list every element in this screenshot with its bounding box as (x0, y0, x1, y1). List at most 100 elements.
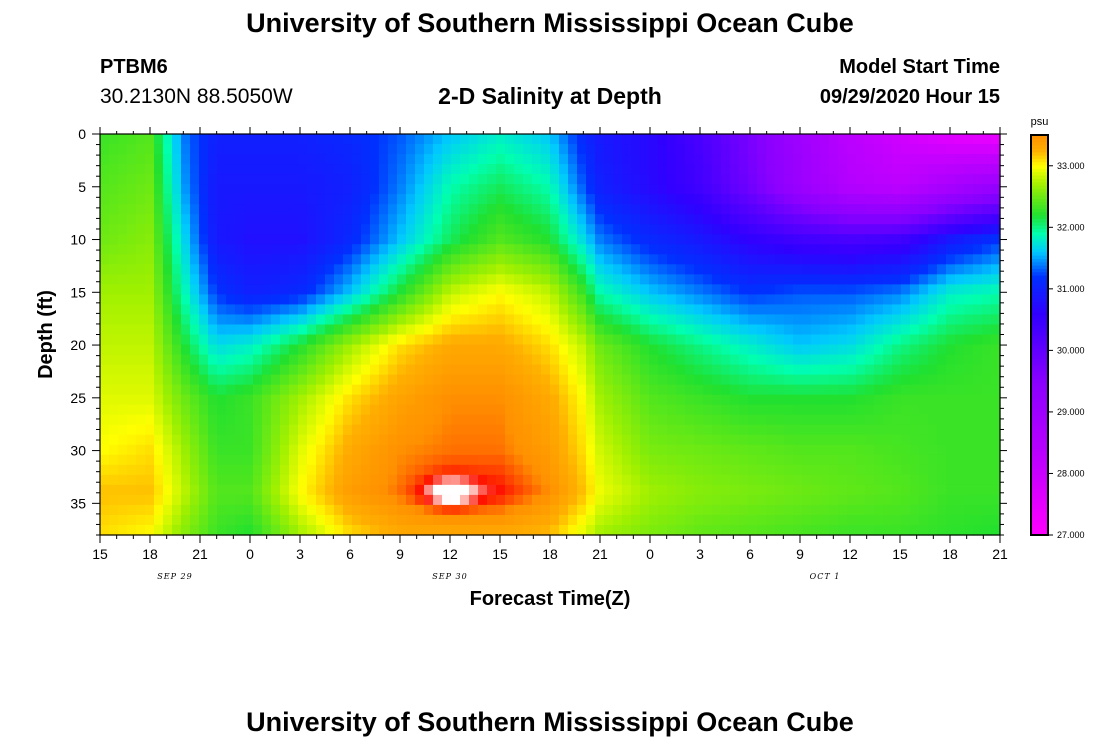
heatmap-cell (127, 214, 137, 225)
heatmap-cell (748, 484, 758, 496)
heatmap-cell (208, 324, 218, 336)
heatmap-cell (568, 164, 578, 175)
heatmap-cell (442, 484, 452, 496)
heatmap-cell (784, 274, 794, 285)
heatmap-cell (154, 364, 164, 376)
heatmap-cell (487, 284, 497, 296)
heatmap-cell (208, 374, 218, 386)
heatmap-cell (658, 284, 668, 296)
heatmap-cell (820, 164, 830, 175)
heatmap-cell (802, 294, 812, 306)
heatmap-cell (379, 284, 389, 296)
heatmap-cell (172, 444, 182, 456)
heatmap-cell (901, 374, 911, 386)
heatmap-cell (649, 144, 659, 155)
heatmap-cell (397, 134, 407, 145)
heatmap-cell (190, 164, 200, 175)
heatmap-cell (604, 204, 614, 215)
heatmap-cell (604, 374, 614, 386)
heatmap-cell (523, 354, 533, 366)
heatmap-cell (343, 404, 353, 416)
heatmap-cell (640, 144, 650, 155)
heatmap-cell (289, 204, 299, 215)
heatmap-cell (667, 404, 677, 416)
heatmap-cell (172, 424, 182, 436)
heatmap-cell (676, 314, 686, 326)
heatmap-cell (910, 144, 920, 155)
heatmap-cell (829, 164, 839, 175)
heatmap-cell (820, 224, 830, 235)
heatmap-cell (298, 184, 308, 195)
heatmap-cell (208, 364, 218, 376)
heatmap-cell (649, 434, 659, 446)
heatmap-cell (631, 274, 641, 285)
heatmap-cell (433, 164, 443, 175)
heatmap-cell (946, 354, 956, 366)
heatmap-cell (442, 444, 452, 456)
heatmap-cell (451, 474, 461, 486)
colorbar-segment (1031, 141, 1048, 146)
heatmap-cell (928, 324, 938, 336)
heatmap-cell (109, 314, 119, 326)
heatmap-cell (748, 474, 758, 486)
heatmap-cell (946, 134, 956, 145)
heatmap-cell (937, 154, 947, 165)
heatmap-cell (334, 144, 344, 155)
heatmap-cell (640, 254, 650, 265)
heatmap-cell (991, 434, 1001, 446)
heatmap-cell (289, 474, 299, 486)
heatmap-cell (505, 154, 515, 165)
heatmap-cell (595, 384, 605, 396)
heatmap-cell (856, 164, 866, 175)
heatmap-cell (523, 314, 533, 326)
heatmap-cell (766, 394, 776, 406)
heatmap-cell (379, 314, 389, 326)
heatmap-cell (298, 364, 308, 376)
heatmap-cell (649, 424, 659, 436)
heatmap-cell (793, 234, 803, 245)
heatmap-cell (685, 214, 695, 225)
heatmap-cell (100, 154, 110, 165)
heatmap-cell (262, 394, 272, 406)
heatmap-cell (658, 324, 668, 336)
heatmap-cell (856, 174, 866, 185)
heatmap-cell (991, 384, 1001, 396)
heatmap-cell (928, 504, 938, 516)
heatmap-cell (361, 144, 371, 155)
heatmap-cell (766, 344, 776, 356)
heatmap-cell (658, 194, 668, 205)
heatmap-cell (379, 304, 389, 316)
heatmap-cell (298, 234, 308, 245)
heatmap-cell (532, 394, 542, 406)
heatmap-cell (847, 154, 857, 165)
heatmap-cell (694, 224, 704, 235)
heatmap-cell (721, 234, 731, 245)
colorbar: 27.00028.00029.00030.00031.00032.00033.0… (1030, 116, 1085, 540)
heatmap-cell (991, 374, 1001, 386)
heatmap-cell (514, 204, 524, 215)
heatmap-cell (271, 414, 281, 426)
heatmap-cell (586, 474, 596, 486)
heatmap-cell (649, 484, 659, 496)
heatmap-cell (253, 334, 263, 346)
heatmap-cell (694, 194, 704, 205)
heatmap-cell (424, 484, 434, 496)
heatmap-cell (280, 224, 290, 235)
heatmap-cell (685, 224, 695, 235)
heatmap-cell (856, 344, 866, 356)
heatmap-cell (298, 454, 308, 466)
colorbar-segment (1031, 408, 1048, 413)
heatmap-cell (694, 504, 704, 516)
heatmap-cell (343, 234, 353, 245)
heatmap-cell (433, 194, 443, 205)
heatmap-cell (874, 334, 884, 346)
heatmap-cell (667, 274, 677, 285)
heatmap-cell (883, 384, 893, 396)
heatmap-cell (982, 484, 992, 496)
heatmap-cell (766, 244, 776, 255)
heatmap-cell (586, 384, 596, 396)
heatmap-cell (118, 234, 128, 245)
heatmap-cell (874, 454, 884, 466)
heatmap-cell (829, 274, 839, 285)
heatmap-cell (199, 194, 209, 205)
